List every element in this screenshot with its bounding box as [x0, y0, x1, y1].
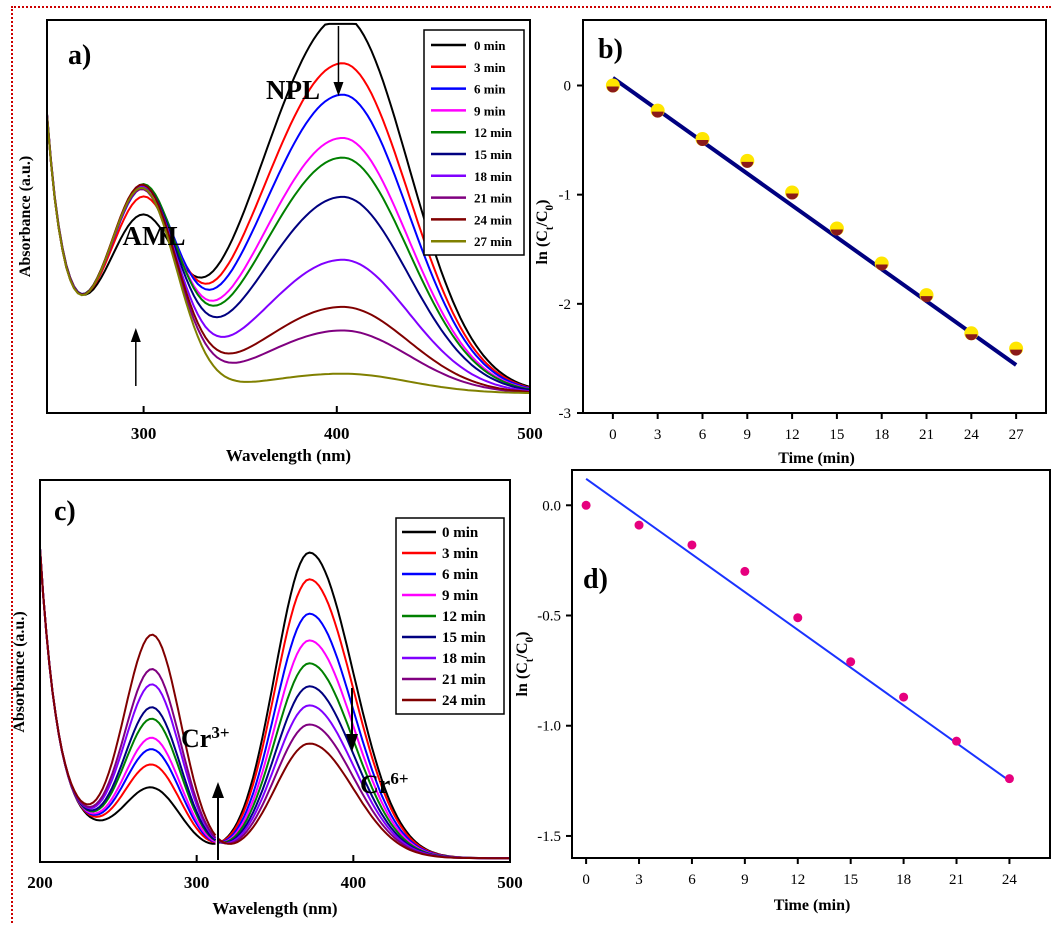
legend-label: 3 min	[442, 546, 479, 562]
data-point	[899, 693, 908, 702]
data-point	[793, 613, 802, 622]
panel-a: 300 400 500 Wavelength (nm) Absorbance (a.u.…	[17, 24, 543, 465]
legend-label: 24 min	[474, 212, 513, 227]
x-tick-label: 15	[829, 427, 844, 443]
y-tick-label: -1	[559, 188, 572, 204]
y-axis-label: ln (Ct/C0)	[514, 632, 536, 697]
annotation-arrowhead	[212, 782, 224, 798]
y-tick-label: 0	[564, 79, 572, 95]
x-tick-label: 21	[949, 872, 964, 888]
legend-label: 9 min	[474, 103, 506, 118]
data-point-shade	[741, 162, 753, 168]
y-tick-label: -1.5	[537, 829, 561, 845]
y-axis-label: Absorbance (a.u.)	[11, 611, 28, 732]
panel-label: d)	[583, 564, 608, 595]
annotation-label: AML	[123, 221, 186, 251]
panel-label: c)	[54, 496, 76, 527]
annotation-label: Cr6+	[360, 769, 409, 800]
y-tick-label: -0.5	[537, 609, 561, 625]
y-tick-label: -1.0	[537, 719, 561, 735]
data-point-shade	[876, 264, 888, 270]
legend-label: 27 min	[474, 234, 513, 249]
x-tick-label: 15	[843, 872, 858, 888]
x-axis-label: Wavelength (nm)	[226, 446, 351, 465]
legend-label: 0 min	[474, 38, 506, 53]
legend-label: 12 min	[442, 609, 486, 625]
legend-label: 21 min	[442, 672, 486, 688]
x-tick-label: 0	[582, 872, 590, 888]
annotation-arrowhead	[131, 328, 141, 342]
legend-label: 21 min	[474, 191, 513, 206]
x-tick-label: 9	[741, 872, 749, 888]
data-point-shade	[921, 296, 933, 302]
legend-label: 9 min	[442, 588, 479, 604]
annotation-label: Cr3+	[181, 723, 230, 754]
x-tick-label: 6	[688, 872, 696, 888]
x-tick-label: 0	[609, 427, 617, 443]
legend-label: 15 min	[442, 630, 486, 646]
data-point	[740, 567, 749, 576]
axes-d	[572, 470, 1050, 858]
panel-label: b)	[598, 34, 623, 65]
x-tick-label: 27	[1009, 427, 1025, 443]
panel-b: 0 3 6 9 12 15 18 21 24 27 0 -1 -2 -3 Time (min) ln (Ct/…	[534, 34, 1024, 467]
x-tick-label: 24	[964, 427, 980, 443]
fit-line	[586, 479, 1009, 781]
fit-line	[613, 78, 1016, 365]
x-tick-label: 500	[517, 424, 543, 443]
y-tick-label: -3	[559, 406, 572, 422]
legend-label: 12 min	[474, 125, 513, 140]
legend-label: 3 min	[474, 60, 506, 75]
data-point-shade	[965, 334, 977, 340]
x-axis-label: Time (min)	[778, 450, 855, 467]
data-point	[582, 501, 591, 510]
data-point-shade	[652, 112, 664, 118]
legend-label: 15 min	[474, 147, 513, 162]
x-tick-label: 12	[790, 872, 805, 888]
x-tick-label: 18	[896, 872, 911, 888]
x-tick-label: 300	[131, 424, 157, 443]
data-point-shade	[786, 193, 798, 199]
x-tick-label: 3	[654, 427, 662, 443]
data-point	[952, 737, 961, 746]
x-tick-label: 3	[635, 872, 643, 888]
y-axis-label: Absorbance (a.u.)	[17, 156, 34, 277]
legend-label: 6 min	[474, 82, 506, 97]
y-tick-label: -2	[559, 297, 572, 313]
x-tick-label: 18	[874, 427, 889, 443]
x-tick-label: 9	[744, 427, 752, 443]
legend-label: 0 min	[442, 525, 479, 541]
legend-label: 24 min	[442, 693, 486, 709]
data-point	[635, 521, 644, 530]
data-point	[1005, 774, 1014, 783]
x-tick-label: 24	[1002, 872, 1018, 888]
x-tick-label: 500	[497, 873, 523, 892]
x-tick-label: 21	[919, 427, 934, 443]
y-tick-label: 0.0	[542, 498, 561, 514]
x-tick-label: 300	[184, 873, 210, 892]
panel-c: 200 300 400 500 Wavelength (nm) Absorbance (a…	[11, 496, 523, 918]
x-axis-label: Time (min)	[774, 897, 851, 914]
axes-b	[583, 20, 1046, 413]
data-point-shade	[1010, 350, 1022, 356]
panel-label: a)	[68, 40, 91, 71]
annotation-label: NPL	[266, 75, 320, 105]
data-point-shade	[607, 87, 619, 93]
x-tick-label: 12	[785, 427, 800, 443]
legend-label: 6 min	[442, 567, 479, 583]
x-axis-label: Wavelength (nm)	[212, 899, 337, 918]
data-point	[846, 657, 855, 666]
legend-label: 18 min	[474, 169, 513, 184]
legend-label: 18 min	[442, 651, 486, 667]
x-tick-label: 6	[699, 427, 707, 443]
panel-d: 0 3 6 9 12 15 18 21 24 0.0 -0.5 -1.0 -1.5 Time (min) l…	[514, 479, 1017, 914]
y-axis-label: ln (Ct/C0)	[534, 200, 556, 265]
x-tick-label: 400	[324, 424, 350, 443]
x-tick-label: 400	[341, 873, 367, 892]
data-point	[687, 540, 696, 549]
x-tick-label: 200	[27, 873, 53, 892]
